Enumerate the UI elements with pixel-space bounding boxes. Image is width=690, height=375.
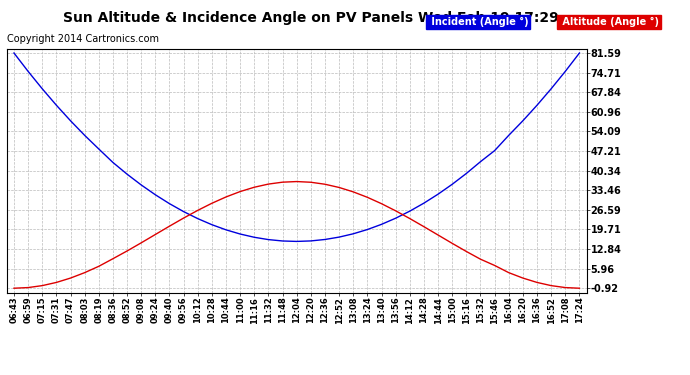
Text: Sun Altitude & Incidence Angle on PV Panels Wed Feb 19 17:29: Sun Altitude & Incidence Angle on PV Pan… bbox=[63, 11, 558, 25]
Text: Altitude (Angle °): Altitude (Angle °) bbox=[559, 17, 659, 27]
Text: Incident (Angle °): Incident (Angle °) bbox=[428, 17, 529, 27]
Text: Copyright 2014 Cartronics.com: Copyright 2014 Cartronics.com bbox=[7, 34, 159, 44]
